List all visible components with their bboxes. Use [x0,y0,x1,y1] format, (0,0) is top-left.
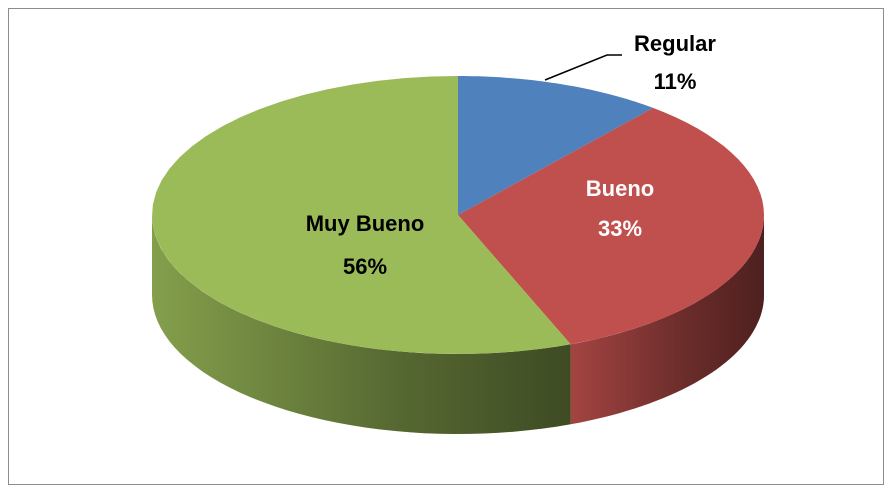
slice-label: Regular [634,31,716,56]
slice-side-shade [570,215,764,425]
slice-label: Bueno [586,176,654,201]
slice [458,76,654,215]
slice-value-label: 56% [343,254,387,279]
slice-value-label: 33% [598,216,642,241]
leader-line [544,54,622,81]
slice-label: Muy Bueno [306,211,425,236]
slice [458,107,764,345]
slice [152,76,571,354]
slice-value-label: 11% [654,69,697,94]
slice-side-shade [152,215,571,434]
